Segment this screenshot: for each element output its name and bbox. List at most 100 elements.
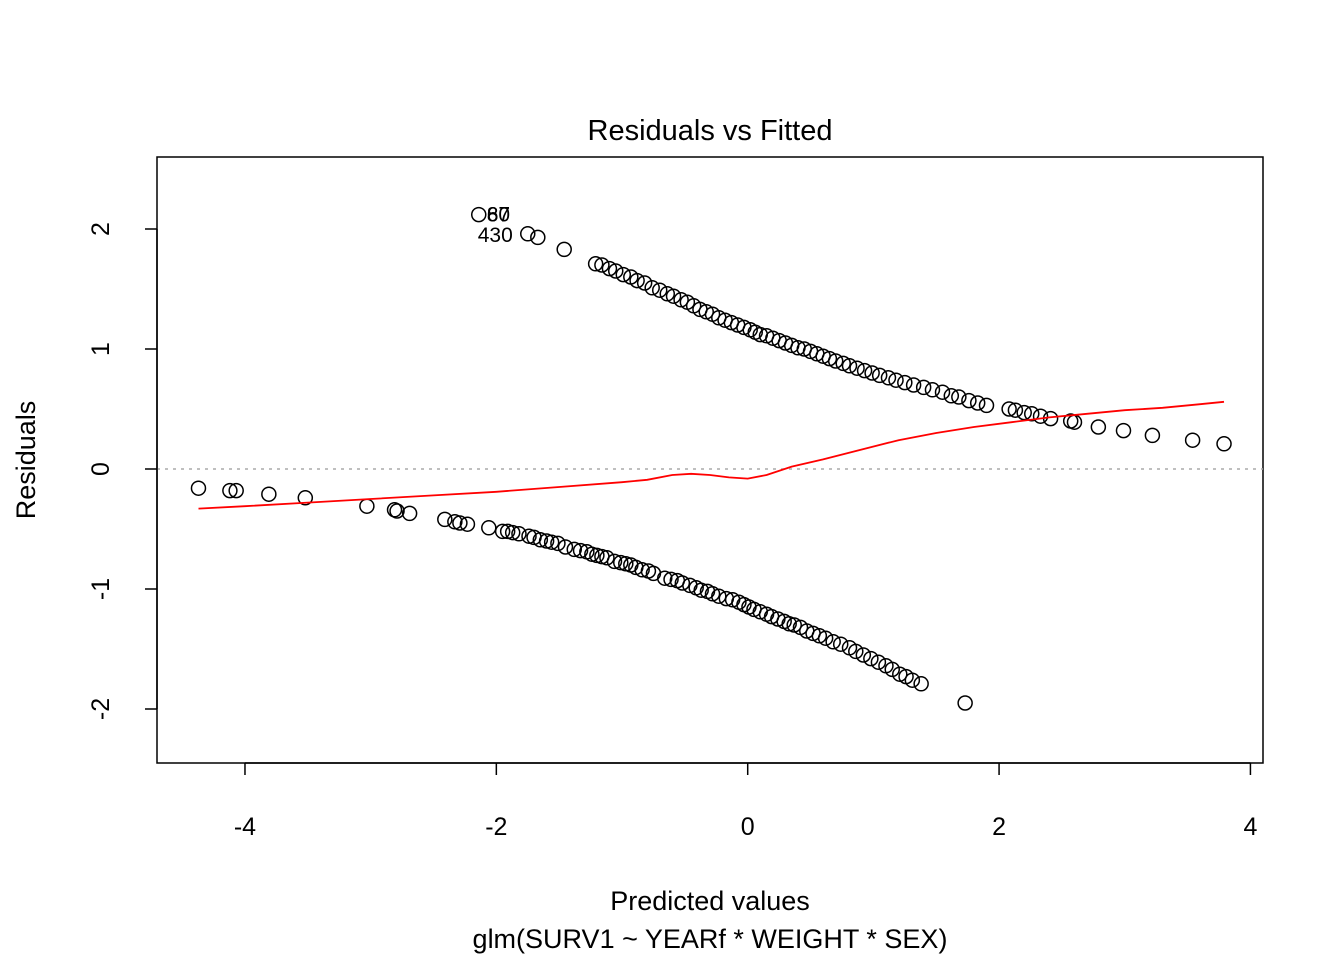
data-point xyxy=(601,260,618,277)
y-tick-label: 2 xyxy=(87,222,115,236)
data-point xyxy=(1023,406,1040,422)
data-point xyxy=(659,286,676,302)
data-point xyxy=(884,661,900,678)
data-point xyxy=(459,516,476,532)
data-point xyxy=(657,570,673,586)
data-point xyxy=(943,388,960,404)
data-point xyxy=(615,266,632,283)
plot-frame xyxy=(156,156,1264,764)
data-point xyxy=(437,511,453,528)
data-point xyxy=(1115,422,1132,439)
data-point xyxy=(663,571,679,588)
data-point xyxy=(825,634,841,650)
data-point xyxy=(821,350,838,367)
data-point xyxy=(674,575,691,591)
data-point xyxy=(481,520,497,536)
y-tick-label: -2 xyxy=(87,698,115,720)
data-point xyxy=(532,532,549,548)
data-point xyxy=(222,482,238,499)
data-point xyxy=(913,676,929,692)
data-point xyxy=(566,541,583,558)
data-point xyxy=(629,272,645,289)
y-tick-label: 1 xyxy=(87,342,115,356)
data-point xyxy=(1032,408,1049,424)
data-point xyxy=(228,482,244,499)
point-label: 87 xyxy=(487,204,510,227)
data-point xyxy=(693,582,709,598)
point-label: 430 xyxy=(478,224,513,247)
data-point xyxy=(644,280,660,296)
data-point xyxy=(905,377,922,393)
data-point xyxy=(786,617,802,633)
data-point xyxy=(572,542,589,559)
data-point xyxy=(863,650,879,667)
data-point xyxy=(848,643,864,660)
data-point xyxy=(665,288,682,304)
data-point xyxy=(704,586,721,602)
data-point xyxy=(359,498,375,514)
data-point xyxy=(1007,402,1024,418)
data-point xyxy=(1144,427,1161,444)
data-point xyxy=(969,395,986,411)
data-point xyxy=(1016,404,1032,421)
data-point xyxy=(1090,419,1107,435)
data-point xyxy=(470,206,487,223)
data-point xyxy=(951,389,967,405)
data-point xyxy=(447,514,463,530)
data-point xyxy=(297,490,314,506)
y-tick-label: 0 xyxy=(87,462,115,476)
residual-points xyxy=(190,206,1232,711)
x-tick-label: 0 xyxy=(741,813,755,841)
data-point xyxy=(915,379,932,396)
data-point xyxy=(832,636,849,652)
data-point xyxy=(673,292,689,308)
data-point xyxy=(550,535,566,552)
data-point xyxy=(511,526,527,542)
data-point xyxy=(520,226,536,242)
data-point xyxy=(811,628,828,644)
data-point xyxy=(606,553,623,570)
data-point xyxy=(494,523,511,540)
data-point xyxy=(864,365,880,381)
data-point xyxy=(892,666,908,682)
data-point xyxy=(1184,432,1201,448)
x-tick-label: -4 xyxy=(234,813,256,841)
lowess-smoother-line xyxy=(198,400,1225,510)
x-tick-label: -2 xyxy=(485,813,507,841)
data-point xyxy=(827,353,844,369)
x-axis-label: Predicted values xyxy=(610,886,810,916)
x-tick-label: 2 xyxy=(992,813,1006,841)
data-point xyxy=(849,360,865,376)
data-point xyxy=(594,257,610,273)
data-point xyxy=(978,397,995,414)
data-point xyxy=(190,480,207,496)
point-label: 60 xyxy=(487,204,510,227)
data-point xyxy=(634,562,650,578)
data-point xyxy=(530,229,546,246)
data-point xyxy=(599,550,615,566)
data-point xyxy=(817,630,834,646)
data-point xyxy=(636,275,653,291)
data-point xyxy=(888,372,904,388)
data-point xyxy=(870,654,887,670)
data-point xyxy=(556,241,572,258)
data-point xyxy=(504,524,521,541)
x-tick-label: 4 xyxy=(1243,813,1257,841)
model-formula-subtitle: glm(SURV1 ~ YEARf * WEIGHT * SEX) xyxy=(473,924,948,954)
y-axis-label: Residuals xyxy=(11,401,41,520)
x-axis: -4 -2 0 2 4 xyxy=(234,762,1257,841)
data-point xyxy=(897,374,913,391)
chart-title: Residuals vs Fitted xyxy=(588,115,833,147)
data-point xyxy=(1216,436,1232,452)
data-point xyxy=(835,355,851,372)
data-point xyxy=(880,370,897,386)
data-point xyxy=(401,505,418,522)
data-point xyxy=(841,358,858,374)
y-tick-label: -1 xyxy=(87,578,115,600)
data-point xyxy=(855,647,872,663)
data-point xyxy=(607,263,624,279)
data-point xyxy=(543,534,560,550)
data-point xyxy=(557,539,574,555)
